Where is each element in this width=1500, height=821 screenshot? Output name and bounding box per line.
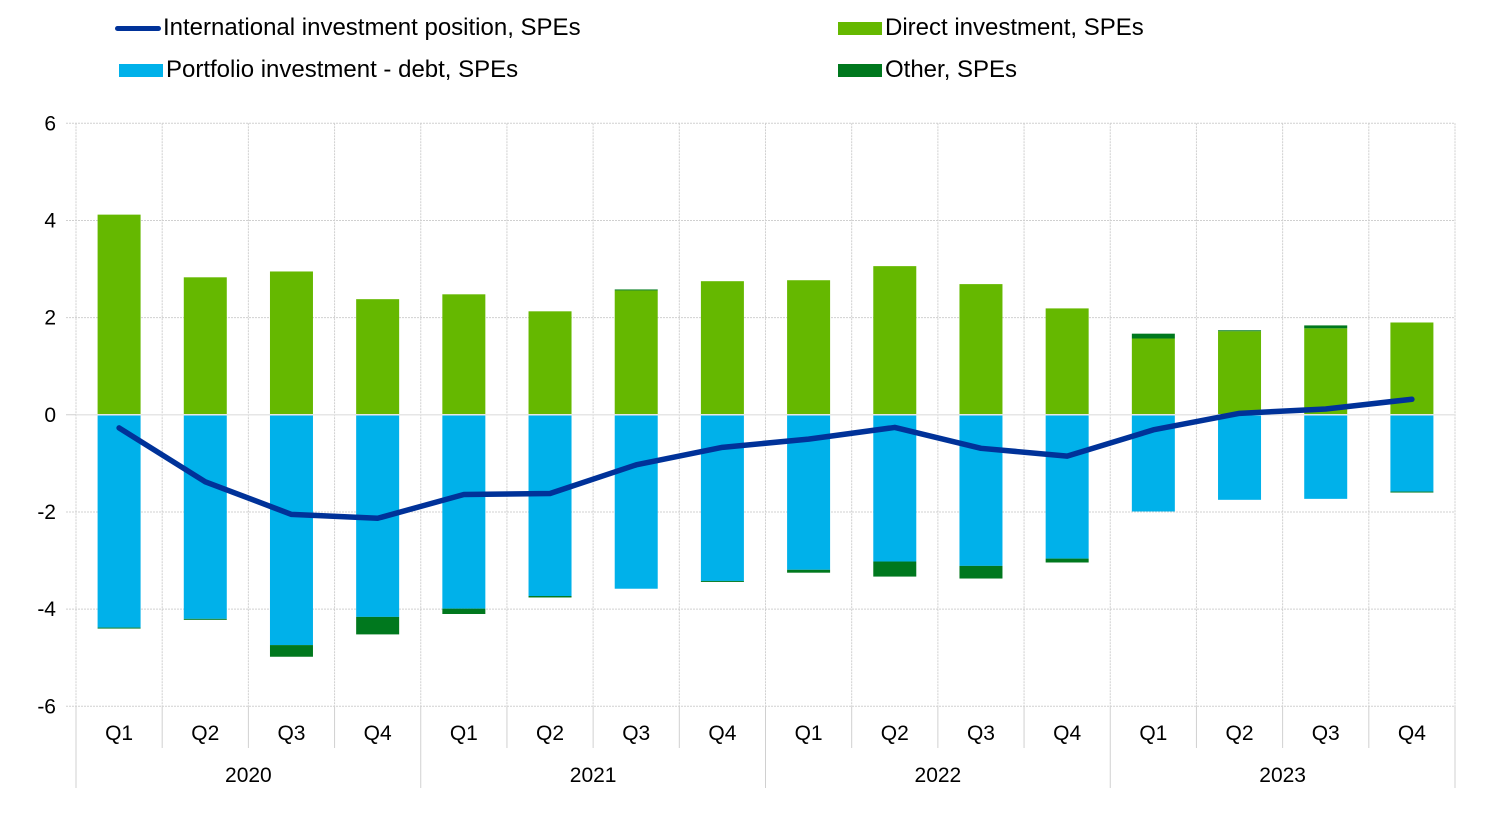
bar-other-spes — [1304, 325, 1348, 329]
bar-other-spes — [1218, 330, 1262, 332]
bar-direct-investment-spes — [787, 280, 831, 415]
bar-portfolio-investment-debt-spes — [442, 414, 486, 609]
legend-item-direct-investment: Direct investment, SPEs — [836, 14, 1144, 42]
x-tick-label-year: 2020 — [225, 764, 272, 787]
bar-portfolio-investment-debt-spes — [873, 414, 917, 562]
bar-other-spes — [269, 645, 313, 657]
bar-portfolio-investment-debt-spes — [614, 414, 658, 589]
y-tick-label: -6 — [37, 695, 56, 718]
x-tick-label-quarter: Q4 — [1053, 722, 1081, 745]
bar-other-spes — [614, 289, 658, 291]
legend-swatch-portfolio-debt — [119, 63, 163, 77]
iip-line-series — [116, 396, 1415, 522]
bar-portfolio-investment-debt-spes — [959, 414, 1003, 566]
bar-portfolio-investment-debt-spes — [1304, 414, 1348, 499]
bar-portfolio-investment-debt-spes — [97, 414, 141, 628]
bar-other-spes — [1131, 333, 1175, 339]
bar-direct-investment-spes — [356, 299, 400, 415]
bar-other-spes — [97, 627, 141, 629]
x-tick-label-quarter: Q2 — [881, 722, 909, 745]
bar-other-spes — [1390, 491, 1434, 493]
legend-label-iip: International investment position, SPEs — [163, 14, 581, 41]
y-tick-label: -4 — [37, 598, 56, 621]
bar-other-spes — [528, 596, 572, 598]
legend-item-other: Other, SPEs — [836, 56, 1017, 84]
bar-other-spes — [873, 561, 917, 577]
x-tick-label-quarter: Q3 — [967, 722, 995, 745]
bar-direct-investment-spes — [528, 311, 572, 415]
bar-portfolio-investment-debt-spes — [269, 414, 313, 646]
bar-direct-investment-spes — [442, 294, 486, 415]
y-tick-label: 0 — [44, 404, 56, 427]
x-tick-label-quarter: Q4 — [364, 722, 392, 745]
x-tick-label-year: 2021 — [570, 764, 617, 787]
bar-portfolio-investment-debt-spes — [1218, 414, 1262, 500]
chart-legend: International investment position, SPEs … — [0, 0, 1500, 100]
x-tick-label-quarter: Q1 — [105, 722, 133, 745]
x-axis: Q1 Q2 Q3 Q4 Q1 Q2 Q3 Q4 Q1 Q2 Q3 Q4 Q1 Q2 Q3 Q4 2020 2021… — [75, 706, 1456, 788]
bar-other-spes — [700, 580, 744, 582]
bar-direct-investment-spes — [1218, 331, 1262, 415]
legend-item-portfolio-debt: Portfolio investment - debt, SPEs — [117, 56, 518, 84]
x-tick-label-quarter: Q1 — [450, 722, 478, 745]
bar-direct-investment-spes — [873, 266, 917, 415]
legend-swatch-direct-investment — [838, 21, 882, 35]
bar-direct-investment-spes — [1131, 338, 1175, 415]
legend-label-other: Other, SPEs — [885, 56, 1018, 83]
bar-direct-investment-spes — [1304, 328, 1348, 415]
bar-portfolio-investment-debt-spes — [183, 414, 227, 619]
x-tick-label-quarter: Q2 — [536, 722, 564, 745]
bar-portfolio-investment-debt-spes — [1045, 414, 1089, 559]
legend-label-portfolio-debt: Portfolio investment - debt, SPEs — [166, 56, 519, 83]
bar-other-spes — [959, 565, 1003, 579]
bars — [97, 214, 1434, 657]
legend-swatch-other — [838, 63, 882, 77]
bar-other-spes — [442, 608, 486, 614]
x-tick-label-quarter: Q1 — [1139, 722, 1167, 745]
bar-portfolio-investment-debt-spes — [700, 414, 744, 581]
bar-other-spes — [787, 569, 831, 573]
bar-direct-investment-spes — [959, 284, 1003, 415]
x-tick-label-quarter: Q2 — [1226, 722, 1254, 745]
bar-direct-investment-spes — [97, 214, 141, 415]
x-tick-label-year: 2022 — [915, 764, 962, 787]
x-tick-label-quarter: Q3 — [277, 722, 305, 745]
bar-direct-investment-spes — [269, 271, 313, 415]
legend-swatch-iip — [115, 25, 161, 31]
bar-direct-investment-spes — [183, 277, 227, 415]
bar-direct-investment-spes — [1045, 308, 1089, 415]
x-tick-label-quarter: Q3 — [1312, 722, 1340, 745]
legend-label-direct-investment: Direct investment, SPEs — [885, 14, 1144, 41]
bar-direct-investment-spes — [700, 281, 744, 415]
bar-direct-investment-spes — [614, 290, 658, 415]
bar-other-spes — [183, 618, 227, 620]
legend-item-iip: International investment position, SPEs — [115, 14, 581, 42]
x-tick-label-year: 2023 — [1259, 764, 1306, 787]
y-tick-label: 4 — [44, 209, 56, 232]
x-tick-label-quarter: Q4 — [708, 722, 736, 745]
bar-other-spes — [356, 616, 400, 635]
y-tick-label: -2 — [37, 501, 56, 524]
y-axis: 6 4 2 0 -2 -4 -6 — [37, 112, 56, 718]
line-international-investment-position — [116, 396, 1415, 522]
bar-portfolio-investment-debt-spes — [528, 414, 572, 597]
x-tick-label-quarter: Q2 — [191, 722, 219, 745]
y-tick-label: 2 — [44, 307, 56, 330]
x-tick-label-quarter: Q3 — [622, 722, 650, 745]
x-tick-label-quarter: Q1 — [795, 722, 823, 745]
bar-other-spes — [1045, 558, 1089, 563]
x-tick-label-quarter: Q4 — [1398, 722, 1426, 745]
y-tick-label: 6 — [44, 112, 56, 135]
bar-portfolio-investment-debt-spes — [1390, 414, 1434, 492]
